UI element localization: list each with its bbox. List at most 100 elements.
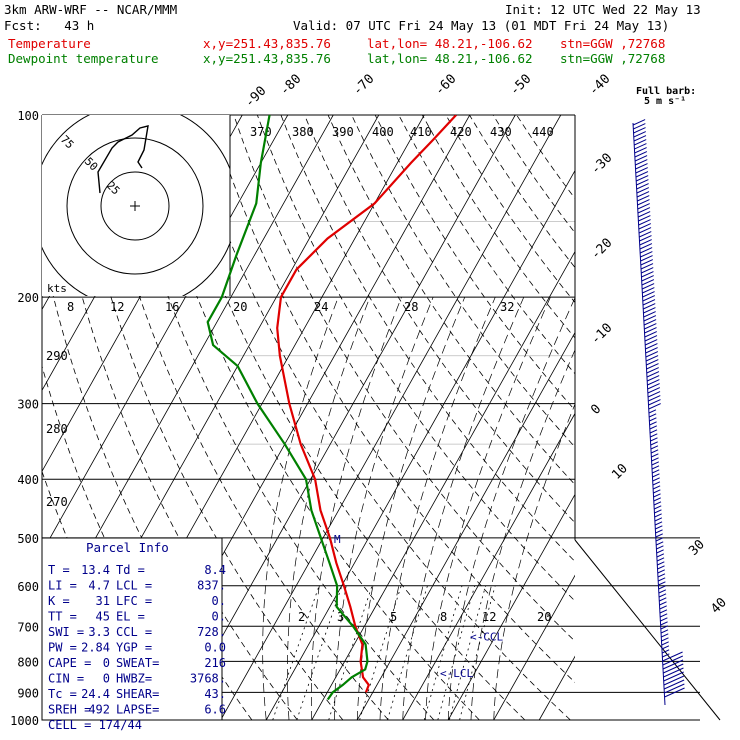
- wind-barb: [650, 437, 658, 442]
- wind-barb: [660, 617, 668, 622]
- wind-barb: [637, 211, 651, 218]
- moist-adiabat: [447, 296, 575, 720]
- wind-barb: [658, 589, 667, 594]
- wind-barb: [647, 383, 660, 390]
- wind-barb: [637, 207, 651, 214]
- isotherm-line: [356, 331, 575, 720]
- moist-adiabat: [493, 403, 575, 720]
- dry-adiabat: [233, 115, 575, 642]
- wind-barb: [659, 601, 667, 606]
- wind-barb: [652, 481, 661, 486]
- wind-barb: [662, 659, 684, 670]
- theta-label: 400: [372, 125, 394, 139]
- parcel-param-value: 728.: [197, 625, 226, 639]
- wind-barb: [658, 581, 666, 586]
- parcel-param-name: CAPE =: [48, 656, 91, 670]
- theta-label: 430: [490, 125, 512, 139]
- parcel-param-name: CCL =: [116, 625, 152, 639]
- dry-adiabat: [445, 115, 575, 304]
- isotherm-line: [447, 493, 575, 720]
- wind-barb: [637, 195, 650, 202]
- parcel-param-value: 45: [96, 610, 110, 624]
- wind-barb: [635, 175, 649, 182]
- mixing-ratio-label: 28: [404, 300, 418, 314]
- wind-barb: [645, 343, 658, 350]
- ccl-marker: <-CCL: [470, 631, 503, 644]
- wind-barb: [649, 417, 657, 422]
- wind-barb: [650, 445, 659, 450]
- wind-barb: [661, 637, 669, 642]
- wind-barb: [635, 159, 648, 166]
- parcel-info-box: Parcel Info T = 13.4 Td = 8.4 LI = 4.7 LCL = 837…: [41, 537, 226, 732]
- parcel-param-name: Td =: [116, 563, 145, 577]
- wind-barb: [641, 267, 654, 274]
- parcel-param-value: 0: [103, 672, 110, 686]
- wind-barb: [646, 375, 660, 382]
- mixing-ratio-label: 20: [233, 300, 247, 314]
- theta-label: 380: [292, 125, 314, 139]
- isotherm-label: -70: [350, 72, 377, 99]
- parcel-param-name: SWEAT=: [116, 656, 159, 670]
- moist-adiabat: [425, 296, 551, 720]
- wind-barb: [655, 537, 664, 542]
- wind-panel-units: 5 m s⁻¹: [644, 96, 686, 107]
- theta-label: 420: [450, 125, 472, 139]
- wind-barb: [639, 235, 652, 242]
- wind-barb: [657, 577, 666, 582]
- wind-barb: [659, 597, 667, 602]
- wind-barb: [640, 251, 653, 258]
- moist-adiabat: [311, 296, 402, 720]
- wind-barb: [663, 679, 685, 690]
- wind-barb: [647, 391, 661, 398]
- wind-barb: [640, 263, 654, 270]
- wind-barb: [636, 179, 649, 186]
- dry-adiabat: [304, 115, 575, 524]
- wind-barb: [648, 413, 657, 418]
- wind-barb: [638, 223, 652, 230]
- wind-barb: [661, 645, 670, 650]
- dry-adiabat: [327, 115, 575, 486]
- isotherm-line: [311, 250, 575, 720]
- wind-barb: [657, 561, 665, 566]
- wind-barb: [659, 605, 667, 610]
- parcel-param-value: 6.6: [204, 703, 226, 717]
- wind-barb: [663, 663, 684, 674]
- wind-barb: [652, 469, 660, 474]
- parcel-param-value: 216: [204, 656, 226, 670]
- wind-barb: [657, 569, 665, 574]
- theta-label: 410: [410, 125, 432, 139]
- parcel-param-name: CIN =: [48, 672, 84, 686]
- forecast-hour: Fcst: 43 h: [4, 18, 95, 33]
- wind-barb: [660, 629, 669, 634]
- pressure-tick-label: 200: [17, 291, 39, 305]
- wind-barb: [649, 429, 658, 434]
- wind-barb: [639, 243, 653, 250]
- theta-label: 440: [532, 125, 554, 139]
- wind-barb: [646, 371, 660, 378]
- mixing-ratio-label: 16: [165, 300, 179, 314]
- wind-barb: [654, 521, 663, 526]
- isotherm-label: 10: [609, 461, 631, 483]
- dewpoint-legend-label: Dewpoint temperature: [8, 51, 159, 66]
- wind-barb: [636, 187, 650, 194]
- temperature-station: stn=GGW ,72768: [560, 36, 666, 51]
- theta-label: 390: [332, 125, 354, 139]
- mixing-ratio-label: 32: [500, 300, 514, 314]
- dry-adiabat: [44, 115, 298, 720]
- hodograph-ring: [100, 171, 170, 241]
- wind-barb: [635, 167, 648, 174]
- isotherm-line: [0, 115, 15, 720]
- parcel-param-name: T =: [48, 563, 70, 577]
- wind-barb: [635, 163, 648, 170]
- valid-time: Valid: 07 UTC Fri 24 May 13 (01 MDT Fri …: [293, 18, 670, 33]
- wind-barb: [643, 303, 656, 310]
- parcel-param-name: LAPSE=: [116, 703, 159, 717]
- wind-barb: [658, 593, 667, 598]
- wind-barb: [661, 641, 669, 646]
- dry-adiabat: [280, 115, 575, 563]
- temperature-xy: x,y=251.43,835.76: [203, 36, 331, 51]
- mixing-ratio-line: [449, 585, 487, 720]
- parcel-param-name: EL =: [116, 610, 145, 624]
- parcel-param-name: TT =: [48, 610, 77, 624]
